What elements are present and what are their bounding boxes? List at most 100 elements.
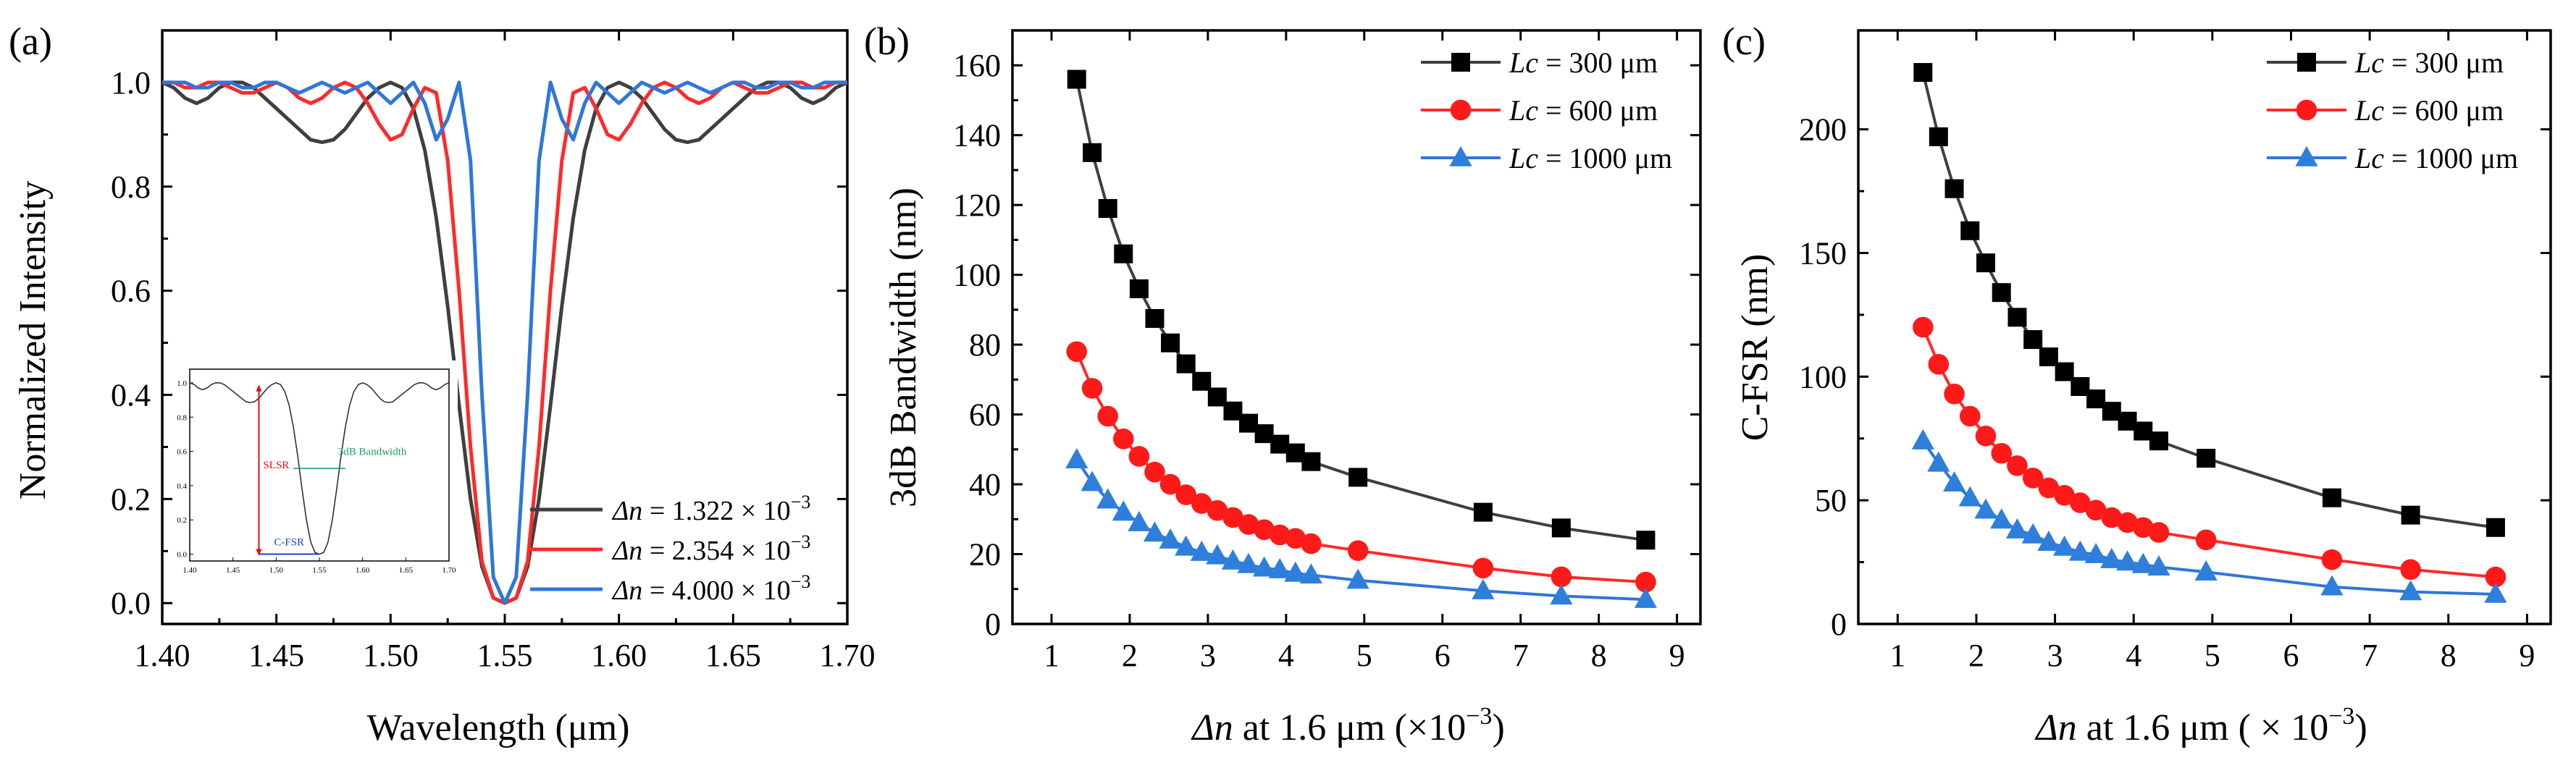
square-marker — [2023, 330, 2043, 350]
circle-marker — [1144, 461, 1165, 483]
y-tick-label: 80 — [969, 327, 1001, 363]
square-marker — [2149, 431, 2168, 451]
panel-c-x-axis-label-exp: −3 — [2328, 703, 2354, 730]
square-marker — [2485, 518, 2505, 537]
panel-c-cfsr-chart: (c) C-FSR (nm) Δn at 1.6 μm ( × 10−3) 1 2… — [1722, 20, 2552, 748]
circle-marker — [1450, 99, 1472, 121]
circle-marker — [1159, 473, 1181, 495]
circle-marker — [2070, 492, 2091, 513]
y-tick-label: 0 — [1831, 607, 1847, 642]
x-tick-label: 8 — [2441, 638, 2457, 673]
x-tick-label: 4 — [1278, 638, 1294, 673]
square-marker — [1176, 354, 1196, 374]
x-tick-label: 2 — [1968, 638, 1984, 673]
circle-marker — [1944, 383, 1965, 405]
circle-marker — [2148, 522, 2170, 543]
x-tick-label: 8 — [1591, 638, 1607, 673]
panel-a-intensity-spectrum: (a) Normalized Intensity Wavelength (μm)… — [9, 20, 876, 748]
y-tick-label: 140 — [953, 118, 1001, 153]
triangle-marker — [1958, 486, 1981, 507]
triangle-marker — [1206, 544, 1229, 565]
x-tick-label: 7 — [1513, 638, 1529, 673]
square-marker — [1192, 371, 1212, 391]
triangle-marker — [1159, 528, 1182, 549]
panel-b-x-axis-label-symbol: Δn — [1191, 707, 1233, 748]
circle-marker — [2195, 529, 2217, 551]
x-tick-label: 5 — [1356, 638, 1372, 673]
legend-entry-text: = 600 μm — [2384, 94, 2504, 127]
triangle-marker — [1096, 488, 1120, 509]
y-tick-label: 120 — [953, 187, 1001, 223]
triangle-marker — [1128, 510, 1151, 531]
legend-entry-symbol: Δn — [611, 536, 642, 566]
circle-marker — [1347, 540, 1369, 562]
square-marker — [1976, 253, 1995, 273]
y-tick-label: 0.6 — [111, 274, 151, 309]
legend-entry-red: Lc = 600 μm — [1509, 94, 1658, 127]
triangle-marker — [2053, 535, 2076, 556]
y-tick-label: 40 — [969, 467, 1001, 502]
circle-marker — [2054, 485, 2075, 506]
legend-entry-text: = 1000 μm — [2384, 142, 2518, 174]
x-tick-label: 1 — [1044, 638, 1060, 673]
triangle-marker — [1974, 498, 1997, 519]
circle-marker — [2485, 566, 2506, 588]
panel-c-plot-area: 1 2 3 4 5 6 7 8 9 0 50 100 150 200 — [1799, 29, 2552, 673]
y-tick-label: 0.4 — [111, 378, 151, 413]
y-tick-label: 100 — [953, 258, 1001, 293]
triangle-marker — [1990, 508, 2013, 529]
x-tick-label: 7 — [2362, 638, 2378, 673]
legend-entry-text: = 4.000 × 10 — [642, 575, 790, 606]
triangle-marker — [1911, 429, 1934, 450]
circle-marker — [1191, 493, 1212, 514]
triangle-marker — [1081, 470, 1104, 491]
inset-y-tick-label: 0.0 — [177, 551, 187, 560]
triangle-marker — [2100, 547, 2123, 568]
legend-entry-exp: −3 — [791, 571, 811, 592]
circle-marker — [1097, 405, 1119, 427]
plot-frame — [1011, 29, 1702, 625]
y-tick-label: 160 — [953, 48, 1001, 83]
square-marker — [1145, 308, 1165, 328]
circle-marker — [1269, 524, 1291, 546]
triangle-marker — [2021, 523, 2044, 544]
legend-entry-text: = 2.354 × 10 — [642, 536, 790, 566]
triangle-marker — [1299, 563, 1322, 584]
circle-marker — [1207, 499, 1228, 521]
x-tick-label: 6 — [1435, 638, 1451, 673]
x-tick-label: 1.55 — [477, 638, 533, 673]
square-marker — [2086, 389, 2106, 409]
panel-c-x-axis-label: Δn at 1.6 μm ( × 10−3) — [2034, 703, 2367, 748]
inset-y-tick-label: 0.8 — [177, 413, 187, 422]
y-tick-label: 20 — [969, 537, 1001, 573]
triangle-marker — [2295, 145, 2318, 166]
legend-entry-black: Lc = 300 μm — [1509, 46, 1658, 79]
circle-marker — [1112, 429, 1134, 450]
square-marker — [1451, 53, 1470, 72]
square-marker — [1301, 452, 1321, 471]
inset-x-tick-label: 1.50 — [269, 566, 284, 575]
y-tick-label: 50 — [1815, 483, 1847, 518]
panel-a-x-axis-label: Wavelength (μm) — [366, 707, 629, 748]
circle-marker — [1238, 514, 1259, 535]
square-marker — [1348, 468, 1368, 487]
legend-entry-symbol: Δn — [611, 496, 642, 526]
triangle-marker — [1253, 556, 1276, 577]
triangle-marker — [1284, 561, 1307, 582]
triangle-marker — [2194, 560, 2218, 581]
x-tick-label: 2 — [1122, 638, 1138, 673]
circle-marker — [1912, 316, 1934, 338]
panel-a-y-axis-label: Normalized Intensity — [12, 181, 54, 499]
panel-b-x-axis-label-close: ) — [1492, 707, 1504, 748]
panel-c-y-axis-label: C-FSR (nm) — [1734, 254, 1776, 442]
legend-entry-symbol: Δn — [611, 575, 642, 606]
panel-c-x-axis-label-symbol: Δn — [2034, 707, 2077, 748]
circle-marker — [1301, 533, 1322, 554]
triangle-marker — [2115, 550, 2139, 571]
square-marker — [1944, 179, 1964, 198]
triangle-marker — [2037, 531, 2060, 551]
circle-marker — [1175, 484, 1196, 505]
y-tick-label: 1.0 — [111, 65, 151, 101]
triangle-marker — [1550, 584, 1573, 605]
